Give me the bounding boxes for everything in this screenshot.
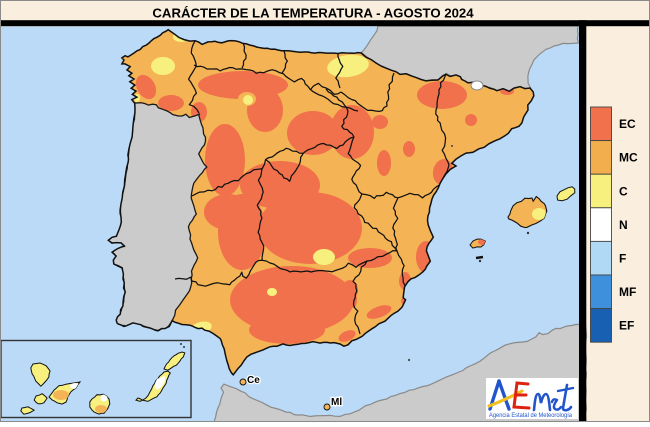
svg-text:Agencia Estatal de Meteorologí: Agencia Estatal de Meteorología (489, 412, 573, 419)
svg-text:Ce: Ce (247, 375, 260, 386)
svg-text:N: N (619, 218, 628, 232)
svg-text:Ml: Ml (331, 397, 342, 408)
svg-text:C: C (619, 184, 628, 198)
svg-text:EF: EF (619, 319, 634, 333)
svg-text:MC: MC (619, 151, 638, 165)
svg-text:CARÁCTER DE LA TEMPERATURA - A: CARÁCTER DE LA TEMPERATURA - AGOSTO 2024 (152, 6, 474, 21)
svg-text:F: F (619, 252, 626, 266)
svg-text:MF: MF (619, 285, 636, 299)
svg-text:EC: EC (619, 117, 636, 131)
